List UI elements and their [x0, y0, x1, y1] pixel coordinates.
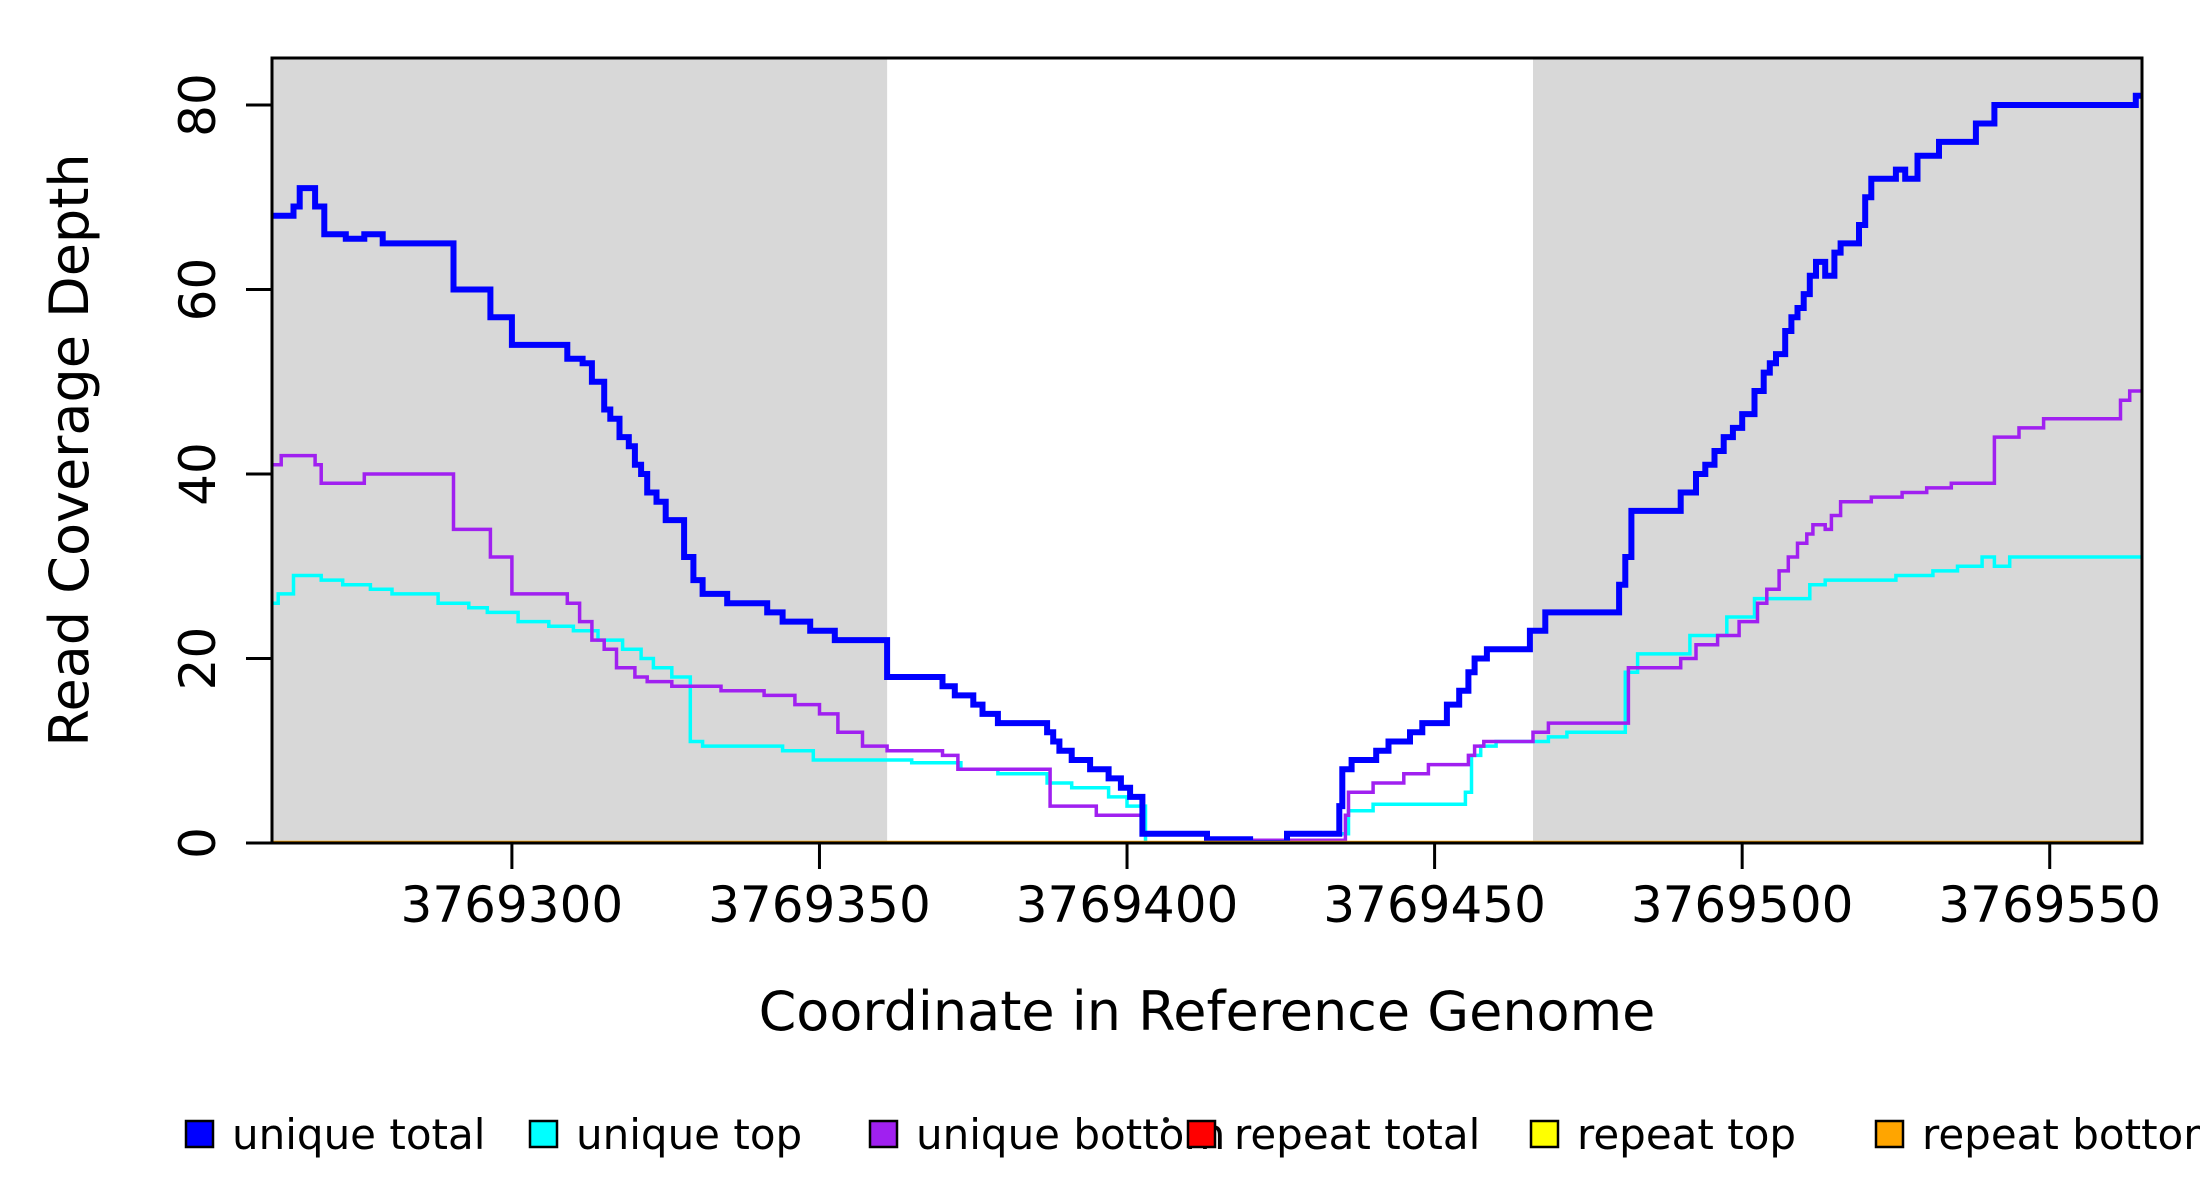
x-axis-title: Coordinate in Reference Genome — [759, 980, 1656, 1043]
legend-label: repeat top — [1577, 1110, 1796, 1159]
plot-border — [270, 56, 2144, 845]
legend-swatch — [184, 1119, 215, 1149]
y-axis: 0 20 40 60 80 — [169, 73, 272, 859]
legend-item-repeat-bottom: repeat bottom — [1874, 1110, 2200, 1159]
legend-item-repeat-total: repeat total — [1186, 1110, 1480, 1159]
series-unique-total-line — [272, 92, 2142, 843]
legend-item-repeat-top: repeat top — [1529, 1110, 1796, 1159]
series-unique-top-line — [272, 555, 2142, 843]
y-tick-label: 20 — [169, 627, 227, 691]
x-tick-label: 3769450 — [1323, 876, 1546, 934]
legend-swatch — [1186, 1119, 1217, 1149]
shaded-regions — [272, 58, 2142, 843]
series-unique-bottom-line — [272, 389, 2142, 842]
legend-item-unique-top: unique top — [528, 1110, 802, 1159]
legend: unique total unique top unique bottom repea… — [184, 1110, 2200, 1159]
annotations — [1163, 1117, 1169, 1123]
legend-item-unique-total: unique total — [184, 1110, 485, 1159]
y-axis-title: Read Coverage Depth — [38, 153, 101, 746]
legend-swatch — [528, 1119, 559, 1149]
y-tick-label: 0 — [169, 827, 227, 859]
legend-label: unique bottom — [916, 1110, 1225, 1159]
legend-label: repeat total — [1234, 1110, 1480, 1159]
x-tick-label: 3769300 — [401, 876, 624, 934]
legend-label: unique total — [232, 1110, 485, 1159]
right-repeat-flank — [1533, 58, 2142, 843]
legend-label: unique top — [576, 1110, 802, 1159]
x-tick-label: 3769350 — [708, 876, 931, 934]
series-lines — [272, 92, 2142, 843]
left-repeat-flank — [272, 58, 888, 843]
y-tick-label: 80 — [169, 73, 227, 137]
legend-swatch — [1529, 1119, 1560, 1149]
legend-swatch — [868, 1119, 899, 1149]
legend-swatch — [1874, 1119, 1905, 1149]
y-tick-label: 60 — [169, 258, 227, 322]
legend-label: repeat bottom — [1922, 1110, 2200, 1159]
x-tick-label: 3769400 — [1016, 876, 1239, 934]
stray-dot — [1163, 1117, 1169, 1123]
x-tick-label: 3769550 — [1938, 876, 2161, 934]
x-axis: 3769300 3769350 3769400 3769450 3769500 37695… — [401, 843, 2161, 934]
legend-item-unique-bottom: unique bottom — [868, 1110, 1225, 1159]
y-tick-label: 40 — [169, 442, 227, 506]
x-tick-label: 3769500 — [1631, 876, 1854, 934]
